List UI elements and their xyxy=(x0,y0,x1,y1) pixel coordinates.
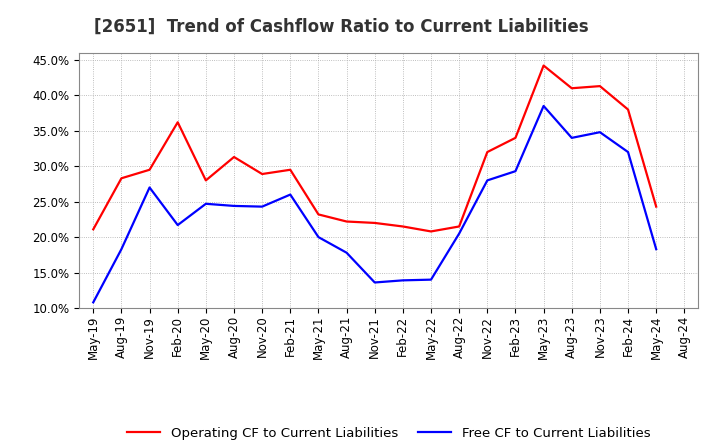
Free CF to Current Liabilities xyxy=(117,246,126,252)
Free CF to Current Liabilities xyxy=(174,223,182,228)
Operating CF to Current Liabilities xyxy=(89,227,98,232)
Free CF to Current Liabilities xyxy=(567,135,576,140)
Line: Free CF to Current Liabilities: Free CF to Current Liabilities xyxy=(94,106,656,302)
Operating CF to Current Liabilities xyxy=(342,219,351,224)
Free CF to Current Liabilities xyxy=(539,103,548,109)
Free CF to Current Liabilities xyxy=(230,203,238,209)
Operating CF to Current Liabilities xyxy=(483,150,492,155)
Operating CF to Current Liabilities xyxy=(399,224,408,229)
Operating CF to Current Liabilities xyxy=(539,63,548,68)
Free CF to Current Liabilities xyxy=(89,300,98,305)
Operating CF to Current Liabilities xyxy=(314,212,323,217)
Free CF to Current Liabilities xyxy=(427,277,436,282)
Operating CF to Current Liabilities xyxy=(595,84,604,89)
Operating CF to Current Liabilities xyxy=(145,167,154,172)
Free CF to Current Liabilities xyxy=(652,246,660,252)
Free CF to Current Liabilities xyxy=(483,178,492,183)
Operating CF to Current Liabilities xyxy=(652,204,660,209)
Free CF to Current Liabilities xyxy=(370,280,379,285)
Operating CF to Current Liabilities xyxy=(230,154,238,160)
Free CF to Current Liabilities xyxy=(455,231,464,236)
Free CF to Current Liabilities xyxy=(511,169,520,174)
Operating CF to Current Liabilities xyxy=(258,171,266,176)
Operating CF to Current Liabilities xyxy=(455,224,464,229)
Operating CF to Current Liabilities xyxy=(511,135,520,140)
Operating CF to Current Liabilities xyxy=(286,167,294,172)
Free CF to Current Liabilities xyxy=(624,150,632,155)
Operating CF to Current Liabilities xyxy=(117,176,126,181)
Free CF to Current Liabilities xyxy=(314,235,323,240)
Operating CF to Current Liabilities xyxy=(567,86,576,91)
Free CF to Current Liabilities xyxy=(595,129,604,135)
Line: Operating CF to Current Liabilities: Operating CF to Current Liabilities xyxy=(94,66,656,231)
Free CF to Current Liabilities xyxy=(286,192,294,197)
Operating CF to Current Liabilities xyxy=(370,220,379,226)
Text: [2651]  Trend of Cashflow Ratio to Current Liabilities: [2651] Trend of Cashflow Ratio to Curren… xyxy=(94,18,588,36)
Free CF to Current Liabilities xyxy=(145,185,154,190)
Free CF to Current Liabilities xyxy=(258,204,266,209)
Operating CF to Current Liabilities xyxy=(624,107,632,112)
Operating CF to Current Liabilities xyxy=(202,178,210,183)
Operating CF to Current Liabilities xyxy=(427,229,436,234)
Free CF to Current Liabilities xyxy=(342,250,351,255)
Free CF to Current Liabilities xyxy=(202,201,210,206)
Free CF to Current Liabilities xyxy=(399,278,408,283)
Operating CF to Current Liabilities xyxy=(174,120,182,125)
Legend: Operating CF to Current Liabilities, Free CF to Current Liabilities: Operating CF to Current Liabilities, Fre… xyxy=(122,422,655,440)
